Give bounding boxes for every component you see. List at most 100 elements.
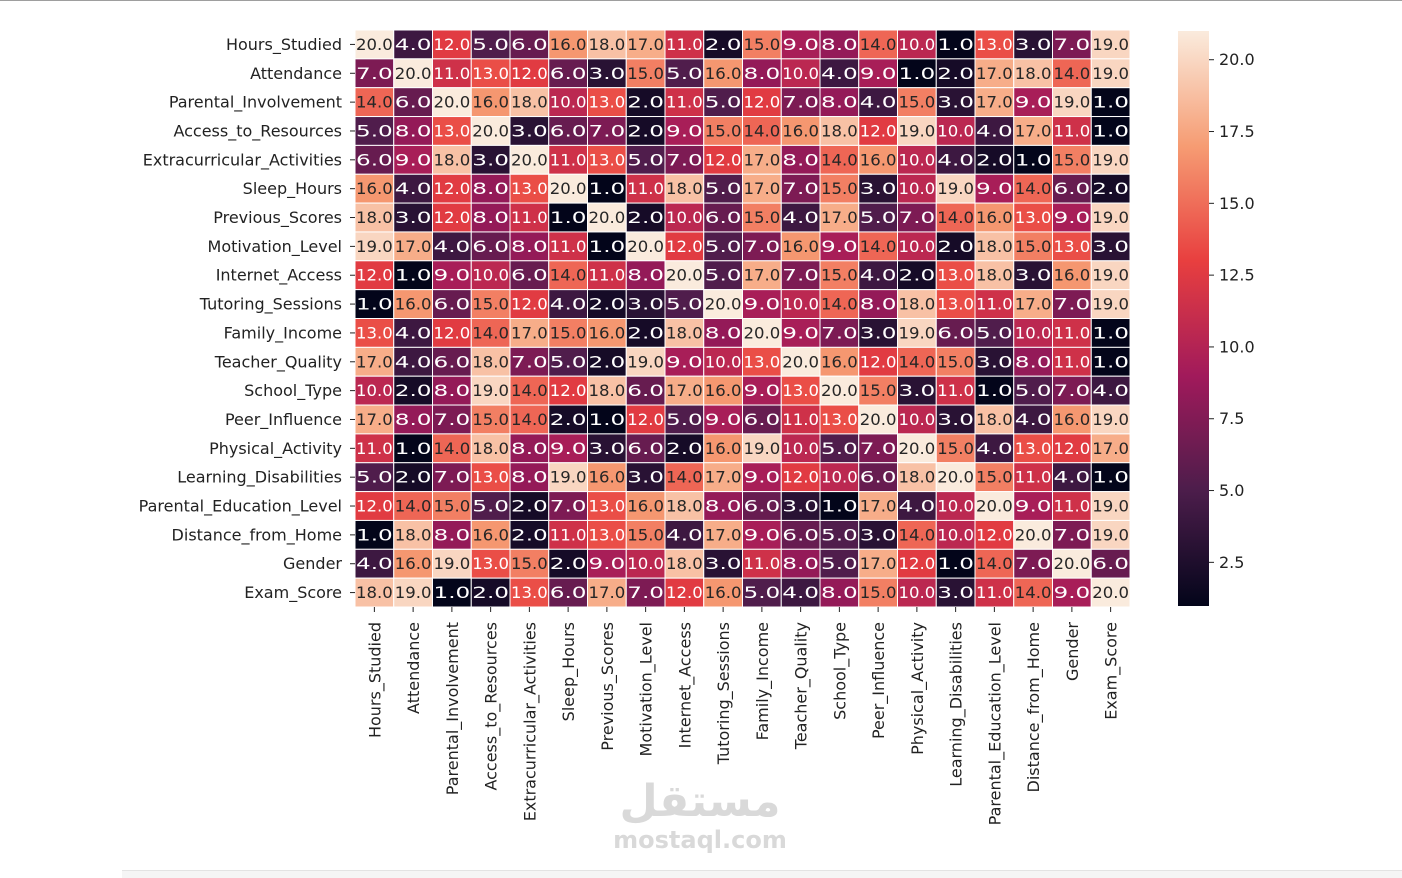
cell-value-label: 3.0 [899,381,936,400]
heatmap-cell [703,491,743,521]
output-area-edge [122,870,1402,878]
cell-value-label: 15.0 [899,93,936,112]
heatmap-cell [470,433,511,464]
heatmap-cell [1013,577,1053,608]
heatmap-cell [393,491,433,521]
cell-value-label: 19.0 [356,237,393,256]
cell-value-label: 19.0 [1092,35,1129,54]
cell-value-label: 4.0 [666,525,703,544]
cell-value-label: 15.0 [744,35,781,54]
heatmap-cell [780,404,821,435]
heatmap-cell [587,144,627,175]
heatmap-cell [470,462,511,493]
heatmap-cell [935,491,976,521]
heatmap-cell [935,144,976,175]
heatmap-cell [858,144,898,175]
heatmap-cell [819,202,860,233]
heatmap-cell [742,519,782,550]
cell-value-label: 5.0 [705,237,742,256]
cell-value-label: 10.0 [782,439,819,458]
heatmap-cell [742,577,782,608]
cell-value-label: 5.0 [860,208,897,227]
cell-value-label: 3.0 [627,295,664,314]
cell-value-label: 6.0 [434,295,471,314]
cell-value-label: 18.0 [666,497,703,516]
cell-value-label: 13.0 [434,121,471,140]
colorbar-tick-label: 15.0 [1219,194,1255,213]
heatmap-cell [587,58,627,89]
cell-value-label: 2.0 [511,525,548,544]
x-tick-label: Distance_from_Home [1024,622,1044,792]
heatmap-cell [432,346,472,377]
cell-value-label: 13.0 [976,35,1013,54]
heatmap-cell [780,577,821,608]
cell-value-label: 7.0 [782,266,819,285]
cell-value-label: 13.0 [472,64,509,83]
heatmap-cell [1013,29,1053,60]
cell-value-label: 15.0 [821,266,858,285]
cell-value-label: 10.0 [1015,323,1052,342]
cell-value-label: 19.0 [1054,93,1091,112]
heatmap-cell [393,519,433,550]
heatmap-cell [897,260,937,291]
heatmap-cell [974,462,1015,493]
heatmap-cell [432,144,472,175]
heatmap-cell [742,346,782,377]
watermark: مستقل mostaql.com [600,778,800,860]
heatmap-cell [432,116,472,146]
cell-value-label: 19.0 [899,323,936,342]
heatmap-cell [935,346,976,377]
heatmap-cell [1090,548,1131,579]
cell-value-label: 11.0 [589,266,626,285]
cell-value-label: 1.0 [395,266,432,285]
cell-value-label: 9.0 [1054,583,1091,602]
y-tick-label: Access_to_Resources [173,121,342,141]
heatmap-cell [587,519,627,550]
heatmap-cell [897,289,937,319]
heatmap-cell [625,346,666,377]
cell-value-label: 13.0 [1015,208,1052,227]
cell-value-label: 19.0 [899,121,936,140]
cell-value-label: 16.0 [705,583,742,602]
cell-value-label: 11.0 [976,295,1013,314]
heatmap-cell [587,202,627,233]
heatmap-cell [354,289,395,319]
cell-value-label: 4.0 [782,208,819,227]
cell-value-label: 4.0 [395,352,432,371]
cell-value-label: 20.0 [1054,554,1091,573]
heatmap-cell [935,260,976,291]
heatmap-cell [742,29,782,60]
cell-value-label: 13.0 [472,468,509,487]
cell-value-label: 9.0 [744,468,781,487]
cell-value-label: 12.0 [356,266,393,285]
cell-value-label: 9.0 [821,237,858,256]
cell-value-label: 17.0 [1092,439,1129,458]
cell-value-label: 8.0 [744,64,781,83]
cell-value-label: 20.0 [434,93,471,112]
heatmap-cell [1090,491,1131,521]
heatmap-cell [509,289,550,319]
cell-value-label: 10.0 [899,179,936,198]
cell-value-label: 3.0 [705,554,742,573]
cell-value-label: 8.0 [860,295,897,314]
heatmap-cell [548,144,588,175]
heatmap-cell [703,433,743,464]
heatmap-cell [1052,519,1092,550]
heatmap-cell [897,144,937,175]
cell-value-label: 1.0 [937,554,974,573]
heatmap-cell [780,548,821,579]
heatmap-cell [625,577,666,608]
cell-value-label: 9.0 [589,554,626,573]
heatmap-cell [974,318,1015,348]
cell-value-label: 11.0 [976,583,1013,602]
cell-value-label: 2.0 [627,323,664,342]
heatmap-cell [897,231,937,262]
y-tick-label: Attendance [250,64,342,83]
cell-value-label: 15.0 [511,554,548,573]
heatmap-cell [858,58,898,89]
heatmap-cell [509,404,550,435]
heatmap-cell [664,29,705,60]
cell-value-label: 2.0 [472,583,509,602]
cell-value-label: 15.0 [860,381,897,400]
cell-value-label: 1.0 [356,295,393,314]
